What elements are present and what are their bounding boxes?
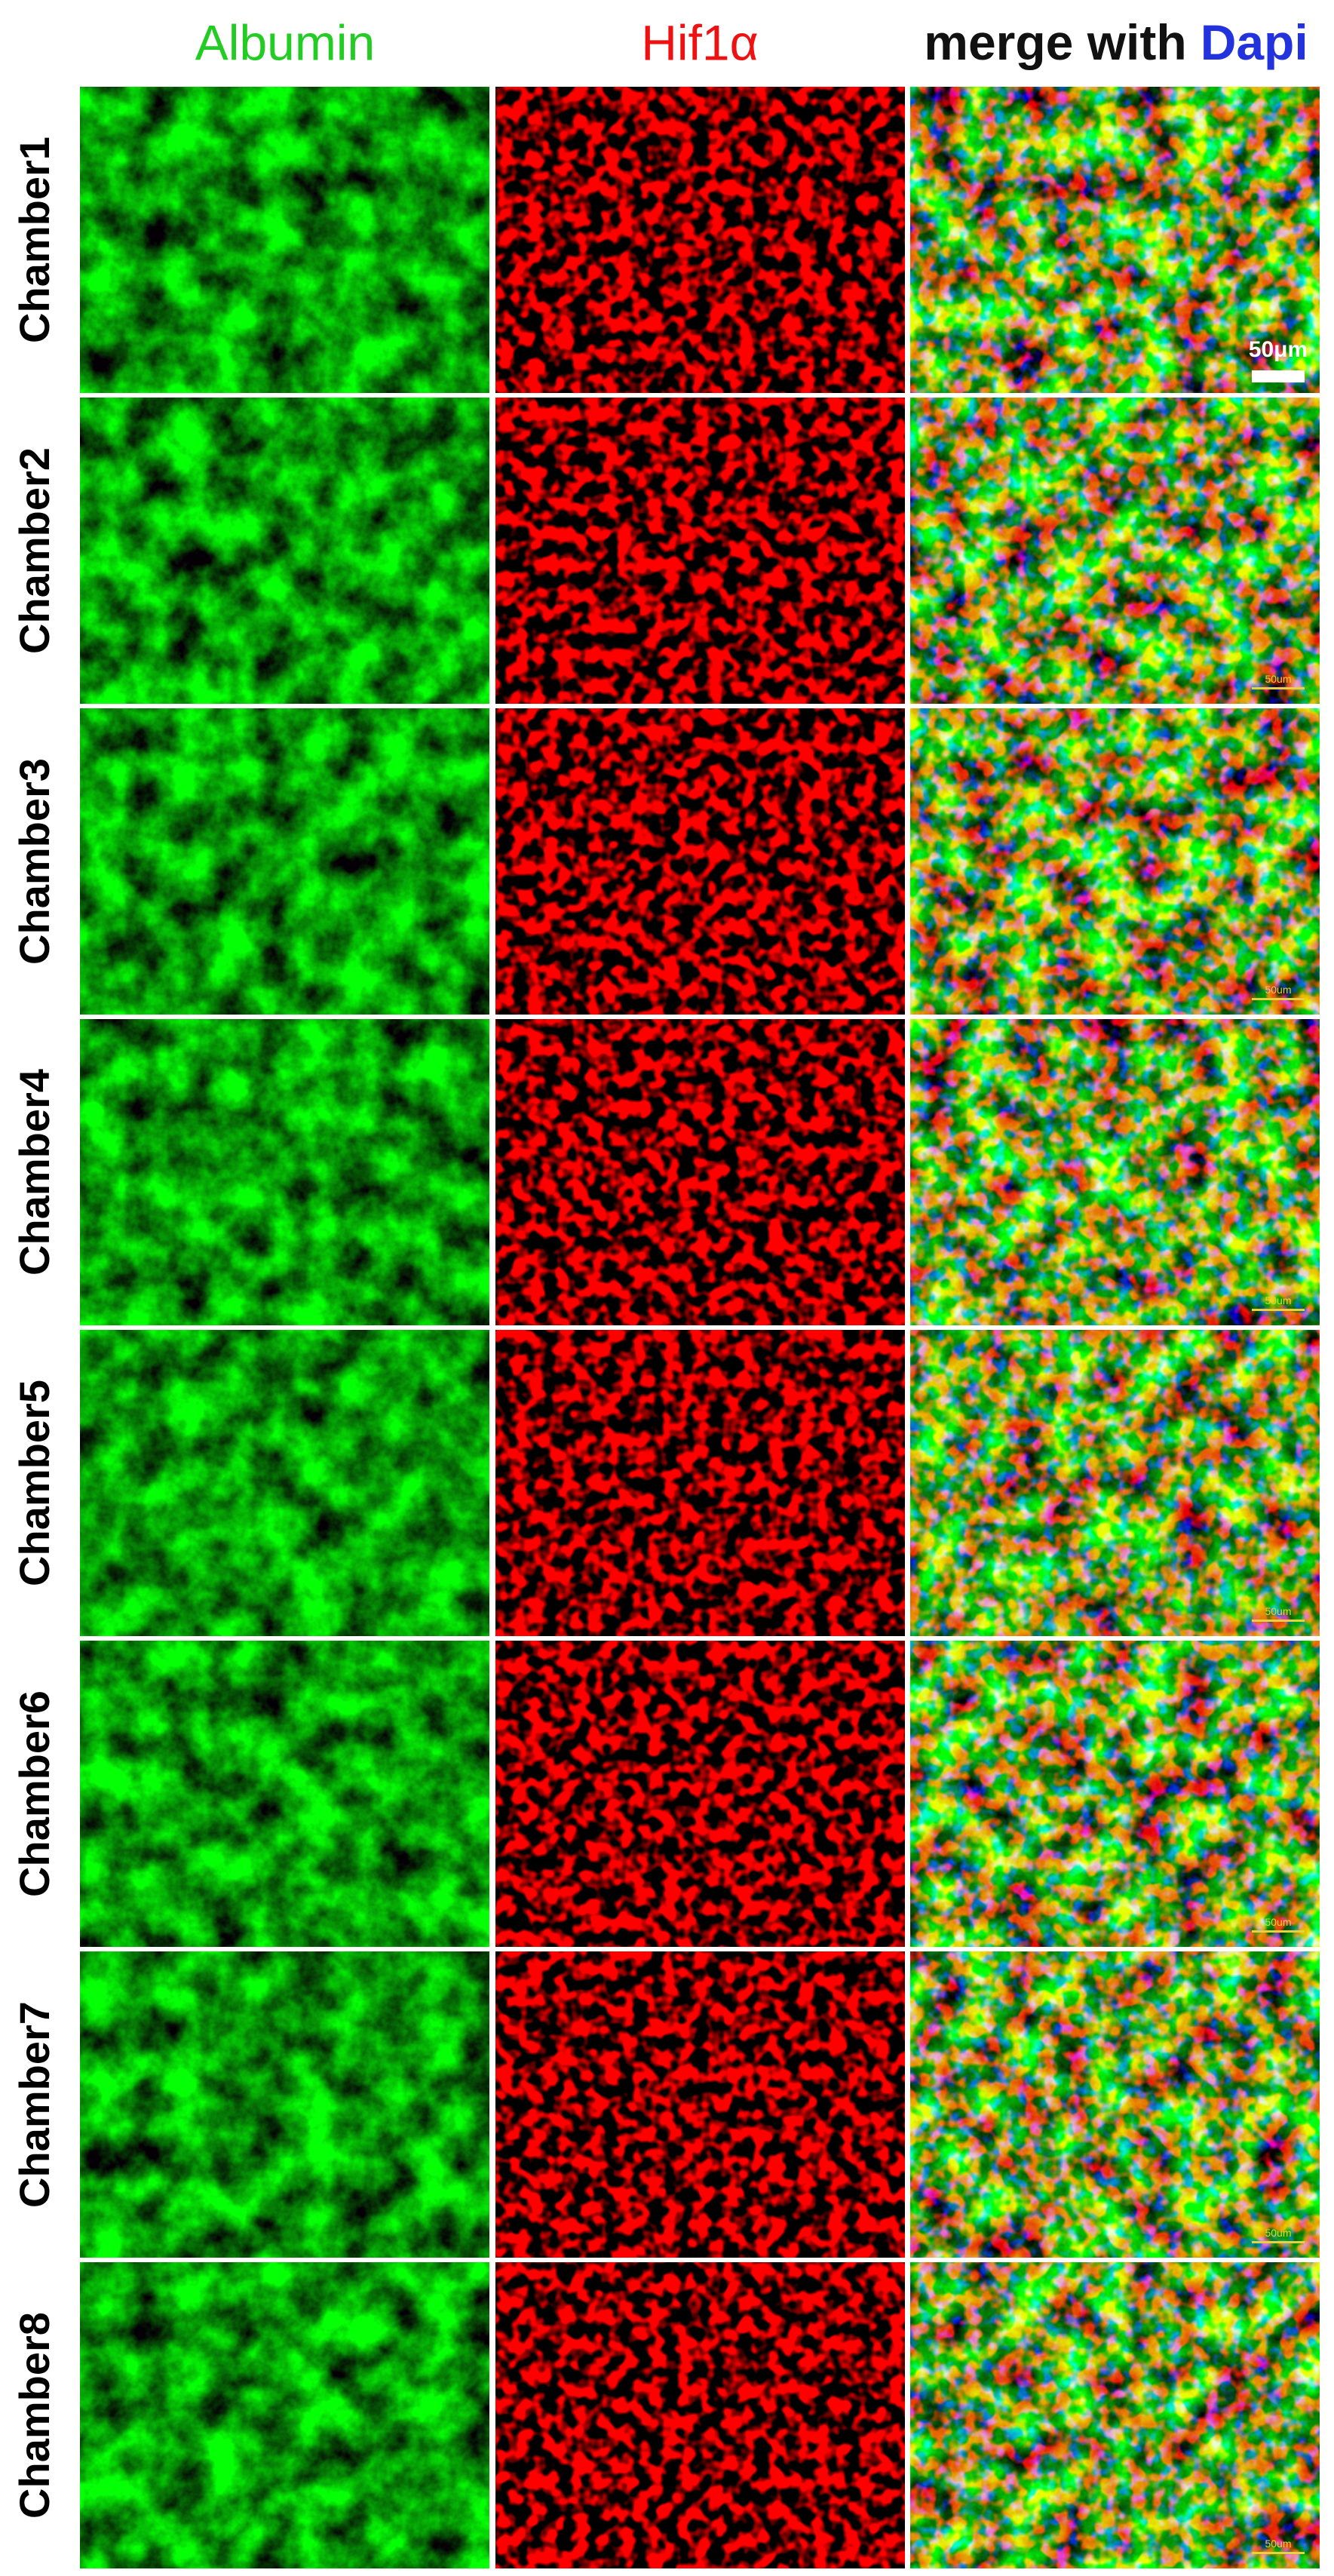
row-label: Chamber2 [11, 447, 58, 654]
micrograph-merge [910, 1641, 1320, 1947]
scale-bar-label: 50um [1265, 2227, 1291, 2239]
row-label: Chamber7 [11, 2001, 58, 2208]
scale-bar [1252, 1620, 1305, 1622]
row-label: Chamber3 [11, 758, 58, 965]
micrograph-hif1a [495, 1330, 905, 1636]
micrograph-merge [910, 2262, 1320, 2568]
scale-bar [1252, 998, 1305, 1000]
micrograph-albumin [80, 1019, 489, 1325]
scale-bar-label: 50μm [1249, 337, 1308, 362]
column-header: Hif1α [641, 14, 759, 70]
micrograph-merge [910, 398, 1320, 704]
scale-bar-label: 50um [1265, 984, 1291, 996]
micrograph-merge [910, 1330, 1320, 1636]
row-label: Chamber5 [11, 1380, 58, 1586]
row-label: Chamber8 [11, 2312, 58, 2519]
micrograph-hif1a [495, 1019, 905, 1325]
micrograph-merge [910, 87, 1320, 393]
micrograph-albumin [80, 708, 489, 1015]
scale-bar [1252, 2241, 1305, 2243]
micrograph-hif1a [495, 398, 905, 704]
scale-bar-label: 50um [1265, 2538, 1291, 2550]
micrograph-hif1a [495, 708, 905, 1015]
scale-bar-label: 50um [1265, 673, 1291, 685]
row-label: Chamber1 [11, 137, 58, 343]
column-header-text: merge with [924, 14, 1186, 70]
scale-bar-label: 50um [1265, 1916, 1291, 1928]
column-header: merge with Dapi [924, 14, 1308, 70]
row-label: Chamber4 [11, 1069, 58, 1276]
micrograph-albumin [80, 87, 489, 393]
scale-bar-label: 50um [1265, 1605, 1291, 1617]
micrograph-merge [910, 1951, 1320, 2258]
scale-bar [1252, 1309, 1305, 1311]
scale-bar [1252, 1930, 1305, 1933]
scale-bar [1252, 370, 1305, 382]
scale-bar [1252, 2552, 1305, 2554]
scale-bar-label: 50um [1265, 1294, 1291, 1306]
micrograph-albumin [80, 1330, 489, 1636]
micrograph-hif1a [495, 87, 905, 393]
micrograph-hif1a [495, 1951, 905, 2258]
column-header-accent: Dapi [1201, 14, 1308, 70]
micrograph-hif1a [495, 2262, 905, 2568]
micrograph-merge [910, 708, 1320, 1015]
micrograph-merge [910, 1019, 1320, 1325]
micrograph-albumin [80, 1641, 489, 1947]
scale-bar [1252, 687, 1305, 689]
micrograph-albumin [80, 2262, 489, 2568]
column-header: Albumin [195, 14, 375, 70]
micrograph-hif1a [495, 1641, 905, 1947]
row-label: Chamber6 [11, 1690, 58, 1897]
micrograph-albumin [80, 398, 489, 704]
micrograph-albumin [80, 1951, 489, 2258]
